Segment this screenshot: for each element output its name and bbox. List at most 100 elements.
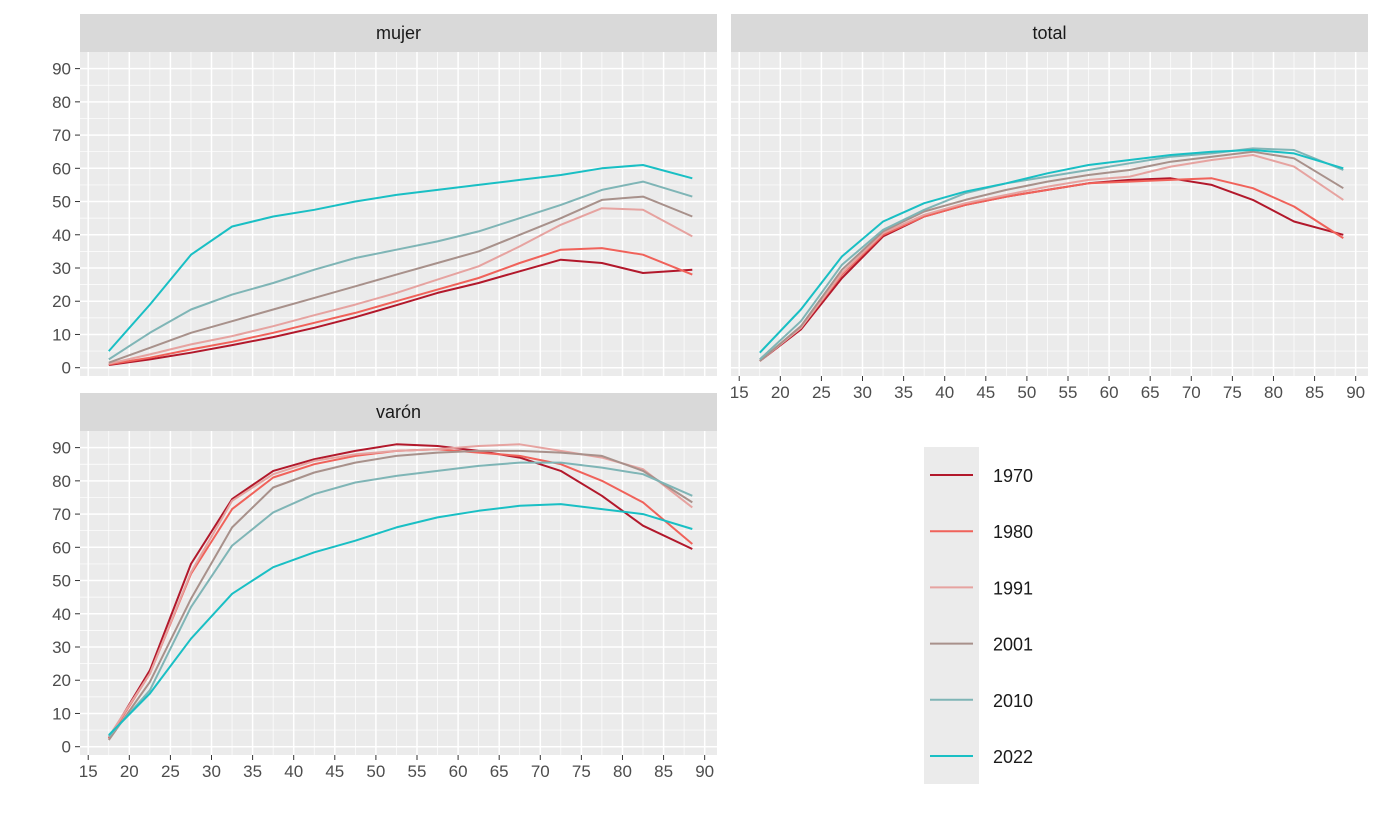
- series-line-1970: [107, 443, 693, 739]
- y-tick-label: 10: [52, 704, 71, 723]
- y-tick-label: 70: [52, 126, 71, 145]
- legend-label: 1970: [993, 466, 1033, 486]
- gridlines: [67, 431, 717, 755]
- facet-strip: [731, 14, 1368, 52]
- x-tick-label: 40: [284, 762, 303, 781]
- x-tick-label: 20: [120, 762, 139, 781]
- y-tick-label: 0: [62, 738, 71, 757]
- x-tick-label: 85: [654, 762, 673, 781]
- panel-background: [80, 52, 717, 376]
- x-tick-label: 75: [1223, 383, 1242, 402]
- y-tick-label: 20: [52, 671, 71, 690]
- x-tick-label: 25: [812, 383, 831, 402]
- y-tick-label: 0: [62, 359, 71, 378]
- x-tick-label: 20: [771, 383, 790, 402]
- legend: 1970 1980 1991 2001 2010 2022: [924, 447, 1033, 784]
- x-tick-label: 65: [1141, 383, 1160, 402]
- y-tick-label: 90: [52, 439, 71, 458]
- x-tick-label: 40: [935, 383, 954, 402]
- panels-layer: mujer 0 10 20 30 40 50 60 70 80 90 total 15 20 25 30 35 4…: [52, 14, 1368, 781]
- x-axis: 15 20 25 30 35 40 45 50 55 60 65 70 75 80 85 90: [730, 376, 1365, 402]
- x-tick-label: 90: [695, 762, 714, 781]
- x-tick-label: 50: [1017, 383, 1036, 402]
- series-line-1980: [108, 247, 693, 366]
- legend-item-2001: 2001: [930, 635, 1033, 655]
- series-line-2001: [108, 195, 693, 364]
- series-lines: [108, 164, 693, 366]
- y-tick-label: 50: [52, 572, 71, 591]
- x-tick-label: 35: [243, 762, 262, 781]
- x-tick-label: 55: [408, 762, 427, 781]
- y-tick-label: 90: [52, 60, 71, 79]
- series-line-2022: [108, 164, 693, 352]
- legend-label: 1991: [993, 578, 1033, 598]
- panel-varón: varón 0 10 20 30 40 50 60 70 80 90 15 20 25 30 35 40 45 50…: [52, 393, 717, 781]
- x-tick-label: 15: [79, 762, 98, 781]
- series-line-2010: [108, 461, 693, 738]
- series-line-2001: [107, 449, 693, 741]
- legend-item-2010: 2010: [930, 691, 1033, 711]
- x-tick-label: 80: [1264, 383, 1283, 402]
- facet-strip: [80, 14, 717, 52]
- y-tick-label: 60: [52, 159, 71, 178]
- gridlines: [718, 52, 1368, 376]
- x-tick-label: 25: [161, 762, 180, 781]
- x-tick-label: 45: [325, 762, 344, 781]
- x-tick-label: 65: [490, 762, 509, 781]
- x-tick-label: 55: [1059, 383, 1078, 402]
- panel-mujer: mujer 0 10 20 30 40 50 60 70 80 90: [52, 14, 717, 378]
- legend-item-1991: 1991: [930, 578, 1033, 598]
- y-tick-label: 30: [52, 638, 71, 657]
- y-tick-label: 70: [52, 505, 71, 524]
- legend-label: 1980: [993, 522, 1033, 542]
- x-tick-label: 85: [1305, 383, 1324, 402]
- series-line-1970: [108, 258, 693, 366]
- x-tick-label: 50: [366, 762, 385, 781]
- y-tick-label: 20: [52, 292, 71, 311]
- y-tick-label: 40: [52, 605, 71, 624]
- y-tick-label: 80: [52, 472, 71, 491]
- series-lines: [759, 147, 1344, 362]
- legend-item-1970: 1970: [930, 466, 1033, 486]
- x-tick-label: 45: [976, 383, 995, 402]
- legend-label: 2010: [993, 691, 1033, 711]
- x-tick-label: 30: [853, 383, 872, 402]
- series-line-1980: [759, 177, 1344, 362]
- legend-label: 2001: [993, 635, 1033, 655]
- x-tick-label: 35: [894, 383, 913, 402]
- x-tick-label: 30: [202, 762, 221, 781]
- x-tick-label: 60: [1100, 383, 1119, 402]
- y-axis: 0 10 20 30 40 50 60 70 80 90: [52, 60, 80, 378]
- x-tick-label: 75: [572, 762, 591, 781]
- facet-title: varón: [376, 402, 421, 422]
- y-tick-label: 60: [52, 538, 71, 557]
- series-line-2022: [108, 503, 693, 736]
- series-line-1991: [108, 207, 693, 365]
- x-tick-label: 80: [613, 762, 632, 781]
- x-tick-label: 15: [730, 383, 749, 402]
- panel-total: total 15 20 25 30 35 40 45 50 55 60 65 70 75 80 85 90: [718, 14, 1368, 402]
- series-line-2022: [759, 149, 1344, 354]
- x-tick-label: 70: [531, 762, 550, 781]
- series-lines: [107, 443, 693, 741]
- x-tick-label: 70: [1182, 383, 1201, 402]
- y-tick-label: 40: [52, 226, 71, 245]
- panel-background: [80, 431, 717, 755]
- facet-title: mujer: [376, 23, 421, 43]
- legend-item-2022: 2022: [930, 747, 1033, 767]
- y-tick-label: 50: [52, 193, 71, 212]
- series-line-2001: [759, 150, 1344, 362]
- legend-key-background: [924, 447, 979, 784]
- legend-label: 2022: [993, 747, 1033, 767]
- series-line-2010: [108, 180, 693, 361]
- legend-item-1980: 1980: [930, 522, 1033, 542]
- y-tick-label: 30: [52, 259, 71, 278]
- x-tick-label: 60: [449, 762, 468, 781]
- facet-strip: [80, 393, 717, 431]
- y-tick-label: 80: [52, 93, 71, 112]
- y-tick-label: 10: [52, 325, 71, 344]
- panel-background: [731, 52, 1368, 376]
- x-axis: 15 20 25 30 35 40 45 50 55 60 65 70 75 80 85 90: [79, 755, 714, 781]
- y-axis: 0 10 20 30 40 50 60 70 80 90: [52, 439, 80, 757]
